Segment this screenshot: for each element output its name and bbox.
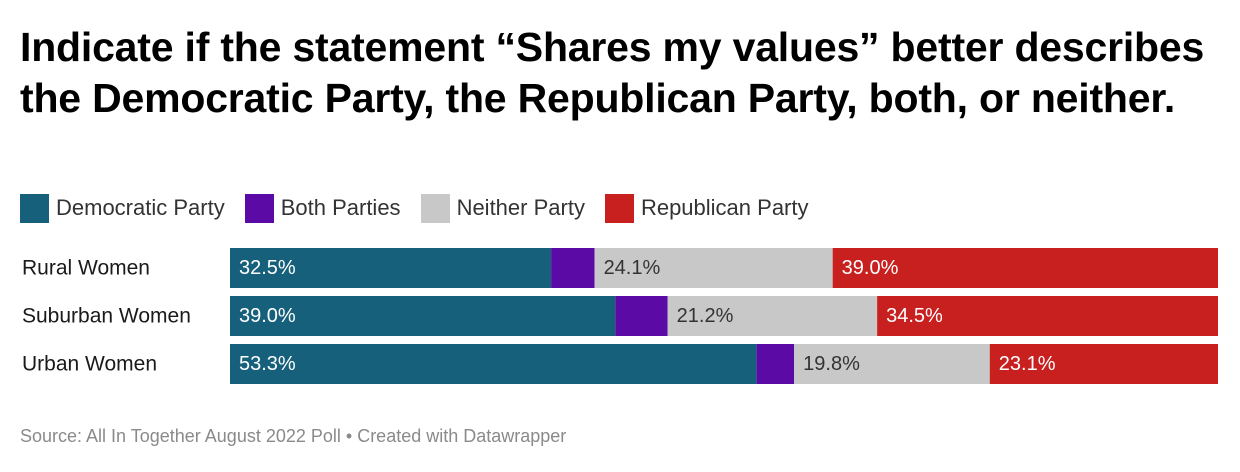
legend-label-republican: Republican Party (640, 195, 809, 220)
legend-swatch-republican (604, 193, 634, 223)
bar-segment-republican-party-rural-women (832, 248, 1218, 288)
legend: Democratic Party Both Parties Neither Pa… (20, 193, 829, 223)
legend-swatch-democratic (20, 193, 49, 223)
chart-title: Indicate if the statement “Shares my val… (20, 24, 1205, 121)
source-footer: Source: All In Together August 2022 Poll… (20, 426, 567, 446)
bar-segment-both-parties-suburban-women (615, 296, 668, 336)
legend-item-both: Both Parties (244, 193, 401, 223)
legend-swatch-both (244, 193, 274, 223)
data-label-republican-party-suburban-women: 34.5% (886, 305, 943, 327)
bar-segment-neither-party-rural-women (594, 248, 833, 288)
data-label-neither-party-rural-women: 24.1% (604, 257, 661, 279)
row-label-rural-women: Rural Women (22, 257, 150, 280)
bar-segment-democratic-party-rural-women (230, 248, 552, 288)
row-label-suburban-women: Suburban Women (22, 305, 191, 328)
legend-item-democratic: Democratic Party (20, 193, 225, 223)
bar-segment-republican-party-urban-women (989, 344, 1218, 384)
legend-label-democratic: Democratic Party (56, 195, 225, 220)
bar-segment-both-parties-urban-women (756, 344, 795, 384)
bar-segment-democratic-party-urban-women (230, 344, 757, 384)
bar-segment-republican-party-suburban-women (877, 296, 1218, 336)
data-label-republican-party-rural-women: 39.0% (842, 257, 899, 279)
legend-swatch-neither (420, 193, 450, 223)
legend-item-neither: Neither Party (420, 193, 585, 223)
data-label-democratic-party-rural-women: 32.5% (239, 257, 296, 279)
legend-item-republican: Republican Party (604, 193, 809, 223)
row-label-urban-women: Urban Women (22, 353, 157, 376)
data-label-neither-party-urban-women: 19.8% (803, 353, 860, 375)
data-label-republican-party-urban-women: 23.1% (999, 353, 1056, 375)
bar-segment-democratic-party-suburban-women (230, 296, 616, 336)
legend-label-both: Both Parties (280, 195, 401, 220)
legend-label-neither: Neither Party (456, 195, 585, 220)
bar-segment-both-parties-rural-women (551, 248, 595, 288)
bar-segment-neither-party-urban-women (794, 344, 990, 384)
data-label-democratic-party-urban-women: 53.3% (239, 353, 296, 375)
data-label-neither-party-suburban-women: 21.2% (677, 305, 734, 327)
bar-segment-neither-party-suburban-women (667, 296, 878, 336)
data-label-democratic-party-suburban-women: 39.0% (239, 305, 296, 327)
